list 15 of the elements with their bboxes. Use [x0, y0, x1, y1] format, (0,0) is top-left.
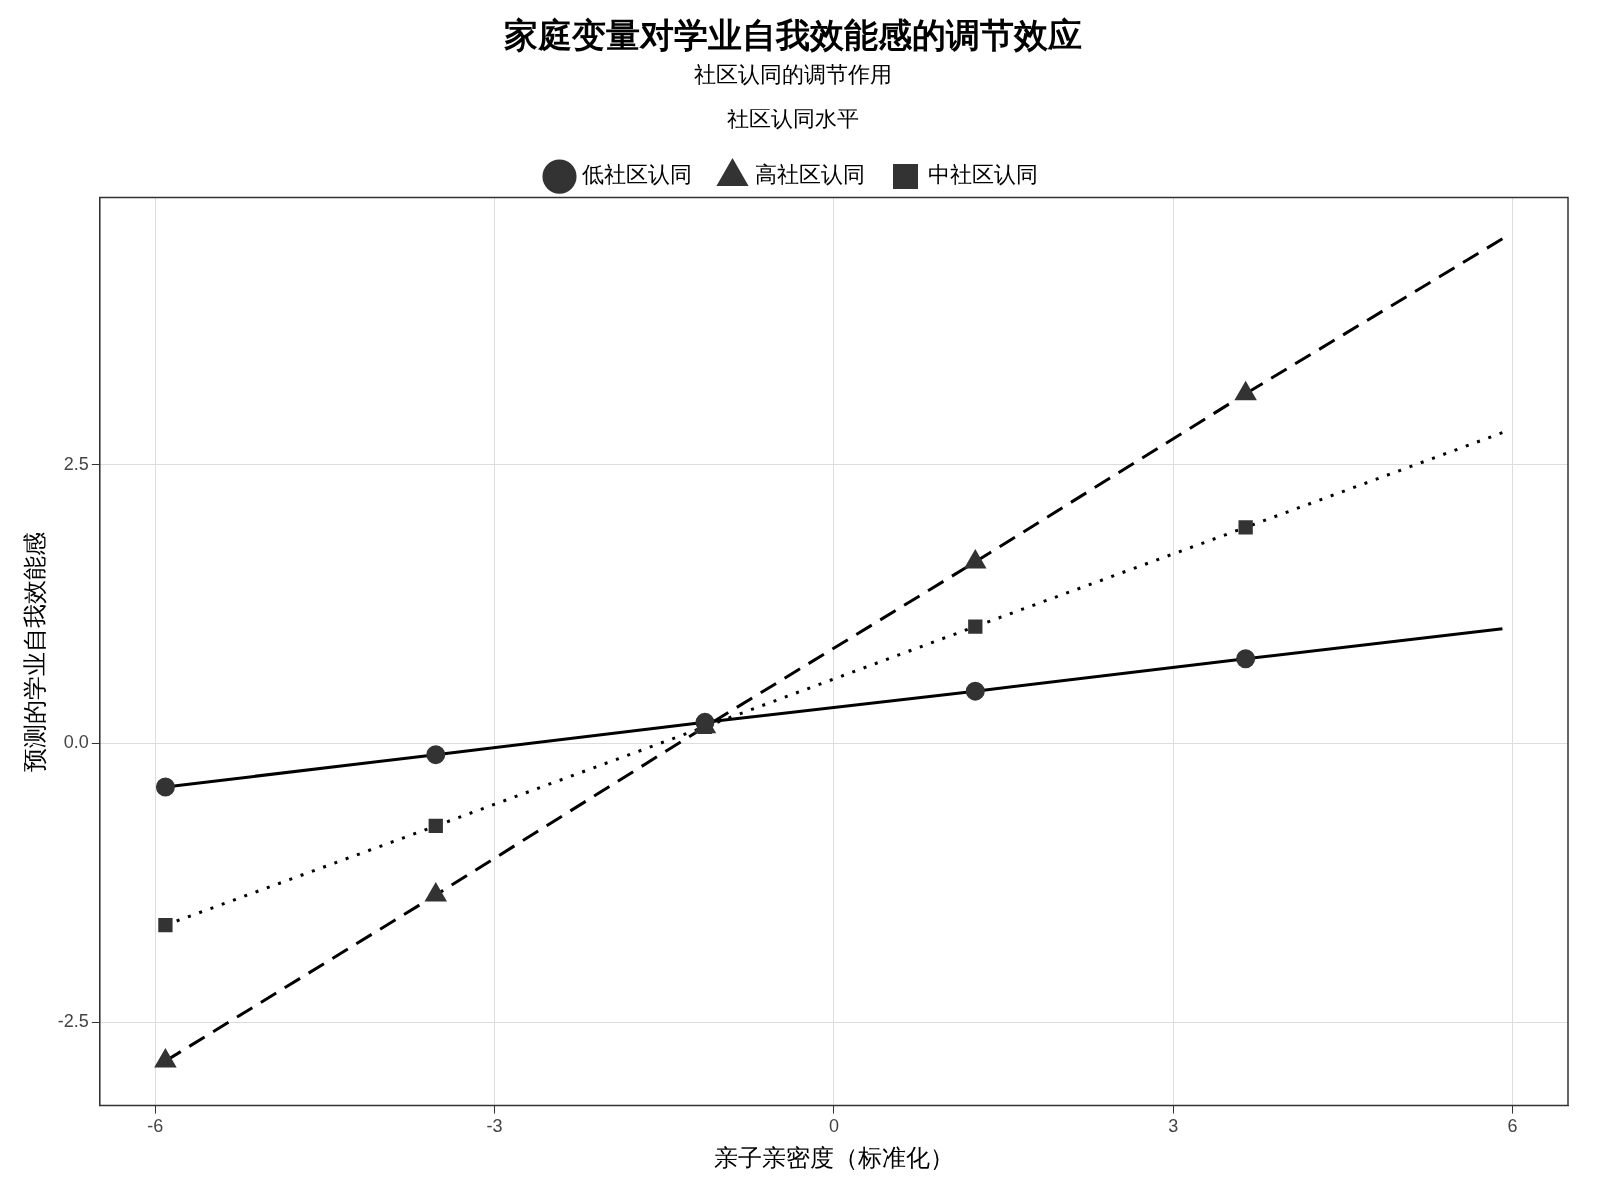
chart-title: 家庭变量对学业自我效能感的调节效应	[504, 17, 1082, 55]
y-tick-label: -2.5	[57, 1011, 89, 1032]
x-tick-label: 6	[1507, 1116, 1518, 1137]
x-tick-label: 3	[1168, 1116, 1179, 1137]
x-tick-label: -6	[147, 1116, 164, 1137]
legend-label: 低社区认同	[581, 162, 692, 188]
y-tick-label: 2.5	[63, 453, 89, 474]
y-tick-label: 0.0	[63, 732, 89, 753]
legend-label: 高社区认同	[754, 162, 865, 188]
y-axis-title: 预测的学业自我效能感	[21, 531, 48, 772]
legend-label: 中社区认同	[927, 162, 1038, 188]
chart-subtitle: 社区认同的调节作用	[694, 61, 892, 87]
x-tick-label: 0	[828, 1116, 839, 1137]
x-tick-label: -3	[486, 1116, 503, 1137]
x-axis-title: 亲子亲密度（标准化）	[713, 1144, 954, 1171]
